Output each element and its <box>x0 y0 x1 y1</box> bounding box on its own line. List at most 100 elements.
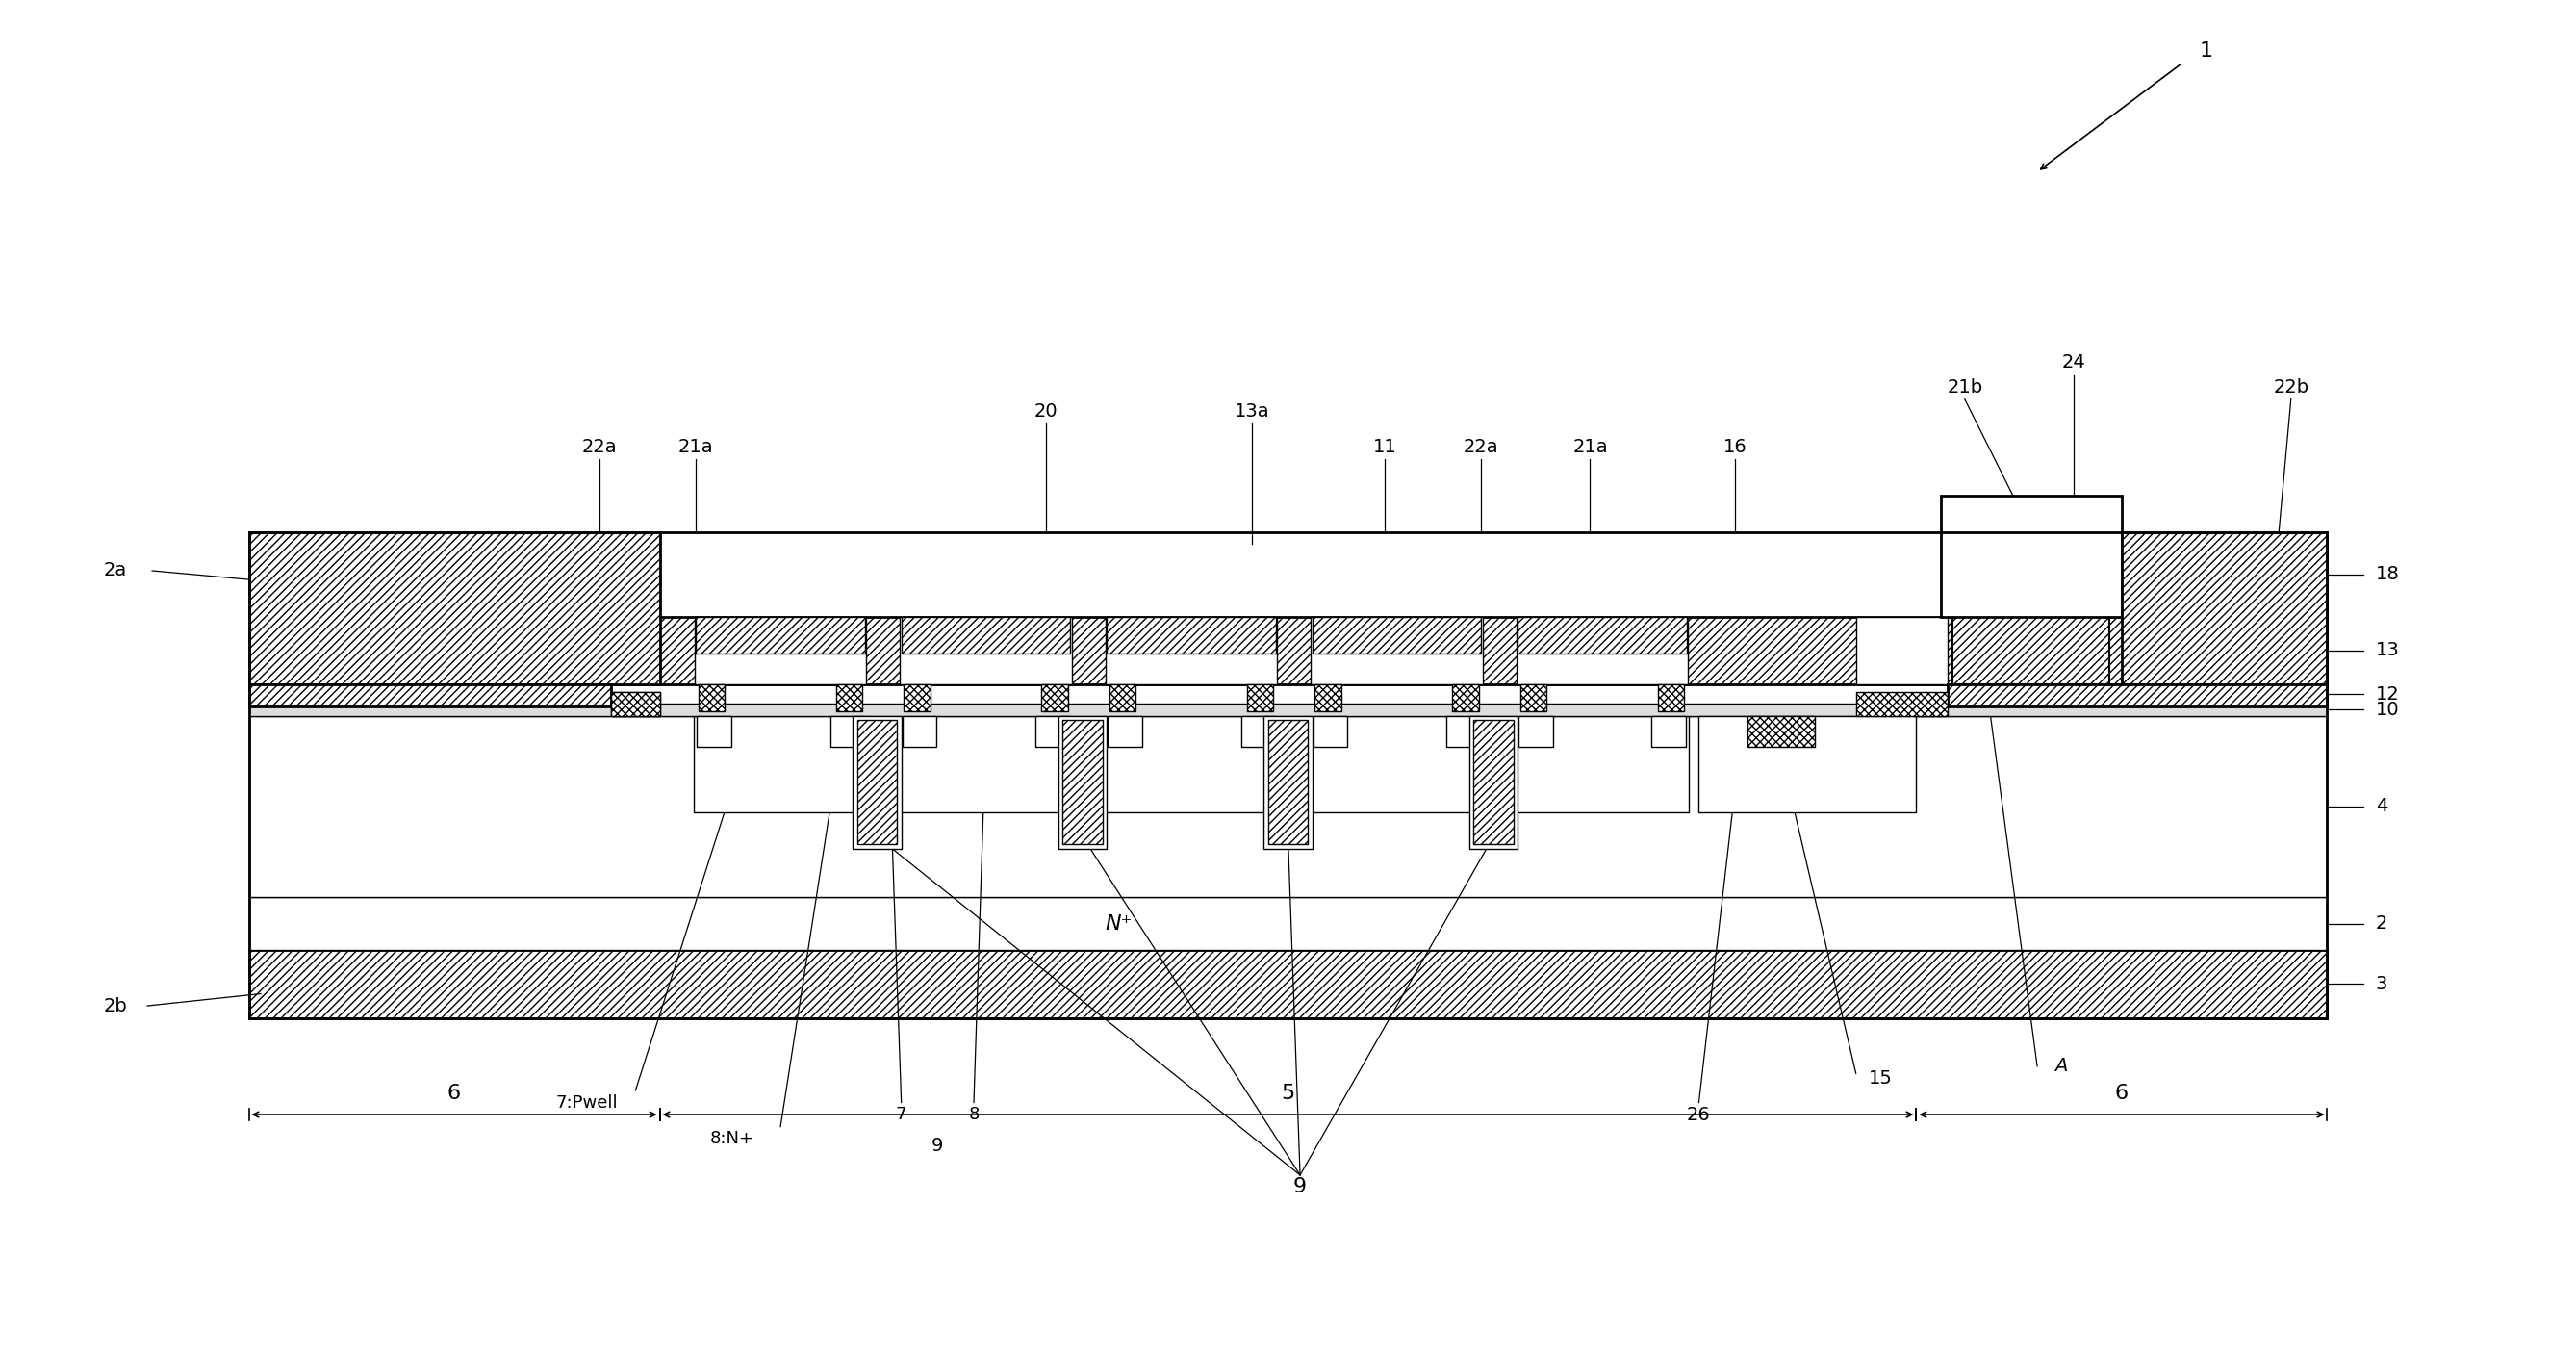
Bar <box>1947 685 2326 707</box>
Bar <box>1242 716 1275 747</box>
Text: 7:Pwell: 7:Pwell <box>556 1094 618 1112</box>
Bar <box>250 685 611 707</box>
Text: 21a: 21a <box>677 439 714 457</box>
Text: 1: 1 <box>2200 41 2213 61</box>
Bar <box>1453 685 1479 711</box>
Text: 9: 9 <box>933 1137 943 1155</box>
Bar <box>1311 617 1481 654</box>
Bar <box>837 685 863 711</box>
Bar <box>1265 716 1311 849</box>
Bar <box>902 716 935 747</box>
Bar <box>1314 716 1347 747</box>
Bar <box>696 617 866 654</box>
Text: N⁻: N⁻ <box>1105 769 1133 788</box>
Bar <box>698 685 724 711</box>
Bar <box>1953 617 2110 685</box>
Bar <box>829 716 863 747</box>
Text: 3: 3 <box>2375 974 2388 993</box>
Text: 6: 6 <box>2115 1083 2128 1102</box>
Bar <box>1517 617 1687 654</box>
Text: 16: 16 <box>1723 439 1747 457</box>
Bar <box>1311 617 1481 654</box>
Text: 26: 26 <box>1687 1105 1710 1124</box>
Bar <box>1059 716 1108 849</box>
Bar <box>698 716 732 747</box>
Bar <box>1747 716 1816 747</box>
Bar <box>2123 533 2326 685</box>
Bar <box>899 617 1072 685</box>
Bar <box>250 685 611 707</box>
Text: 5: 5 <box>1280 1083 1296 1102</box>
Text: 2: 2 <box>2375 915 2388 932</box>
Text: 4: 4 <box>2375 798 2388 815</box>
Bar <box>250 704 2326 716</box>
Bar <box>1267 720 1309 844</box>
Text: 22a: 22a <box>582 439 616 457</box>
Bar <box>1108 716 1141 747</box>
Bar <box>1659 685 1685 711</box>
Bar <box>696 617 866 685</box>
Bar <box>611 692 659 716</box>
Bar <box>250 950 2326 1018</box>
Bar <box>1953 617 2110 685</box>
Bar <box>1064 720 1103 844</box>
Bar <box>853 716 902 849</box>
Bar <box>1041 685 1069 711</box>
Bar <box>1064 720 1103 844</box>
Bar <box>250 897 2326 950</box>
Bar <box>904 685 930 711</box>
Bar <box>1855 692 1947 716</box>
Text: 13: 13 <box>2375 641 2398 659</box>
Bar <box>1517 617 1687 685</box>
Bar <box>1517 617 1687 654</box>
Text: 2b: 2b <box>103 996 129 1015</box>
Bar <box>1247 685 1273 711</box>
Bar <box>1247 685 1273 711</box>
Text: 8:N+: 8:N+ <box>711 1131 755 1147</box>
Text: 9: 9 <box>1293 1177 1306 1197</box>
Bar <box>250 617 2326 685</box>
Bar <box>1309 716 1484 813</box>
Bar <box>250 716 2326 897</box>
Bar <box>1473 720 1512 844</box>
Bar <box>858 720 896 844</box>
Bar <box>250 950 2326 1018</box>
Bar <box>1453 685 1479 711</box>
Text: A: A <box>2056 1057 2069 1075</box>
Text: 21b: 21b <box>1947 378 1984 397</box>
Text: 11: 11 <box>1373 439 1396 457</box>
Text: N⁺: N⁺ <box>1105 915 1133 934</box>
Bar <box>904 685 930 711</box>
Bar <box>1651 716 1685 747</box>
Bar <box>250 685 2326 704</box>
Bar <box>1855 617 1947 685</box>
Bar <box>1515 716 1690 813</box>
Bar <box>1108 617 1275 654</box>
Bar <box>1445 716 1481 747</box>
Bar <box>611 692 659 716</box>
Bar <box>1520 685 1546 711</box>
Bar <box>1520 685 1546 711</box>
Text: 18: 18 <box>2375 565 2398 583</box>
Bar <box>1108 617 1275 654</box>
Text: 20: 20 <box>1036 402 1059 420</box>
Text: 15: 15 <box>1868 1070 1893 1087</box>
Text: 24: 24 <box>2061 353 2087 372</box>
Bar <box>1041 685 1069 711</box>
Bar <box>899 716 1074 813</box>
Bar <box>696 617 866 654</box>
Text: 22b: 22b <box>2272 378 2308 397</box>
Bar <box>250 533 659 685</box>
Bar <box>1311 617 1484 685</box>
Bar <box>1110 685 1136 711</box>
Text: 6: 6 <box>448 1083 461 1102</box>
Text: 12: 12 <box>2375 685 2398 703</box>
Bar <box>1747 716 1816 747</box>
Bar <box>1314 685 1342 711</box>
Bar <box>698 685 724 711</box>
Text: 22a: 22a <box>1463 439 1499 457</box>
Bar <box>1947 685 2326 707</box>
Bar <box>1659 685 1685 711</box>
Bar <box>1105 716 1278 813</box>
Bar <box>250 533 659 685</box>
